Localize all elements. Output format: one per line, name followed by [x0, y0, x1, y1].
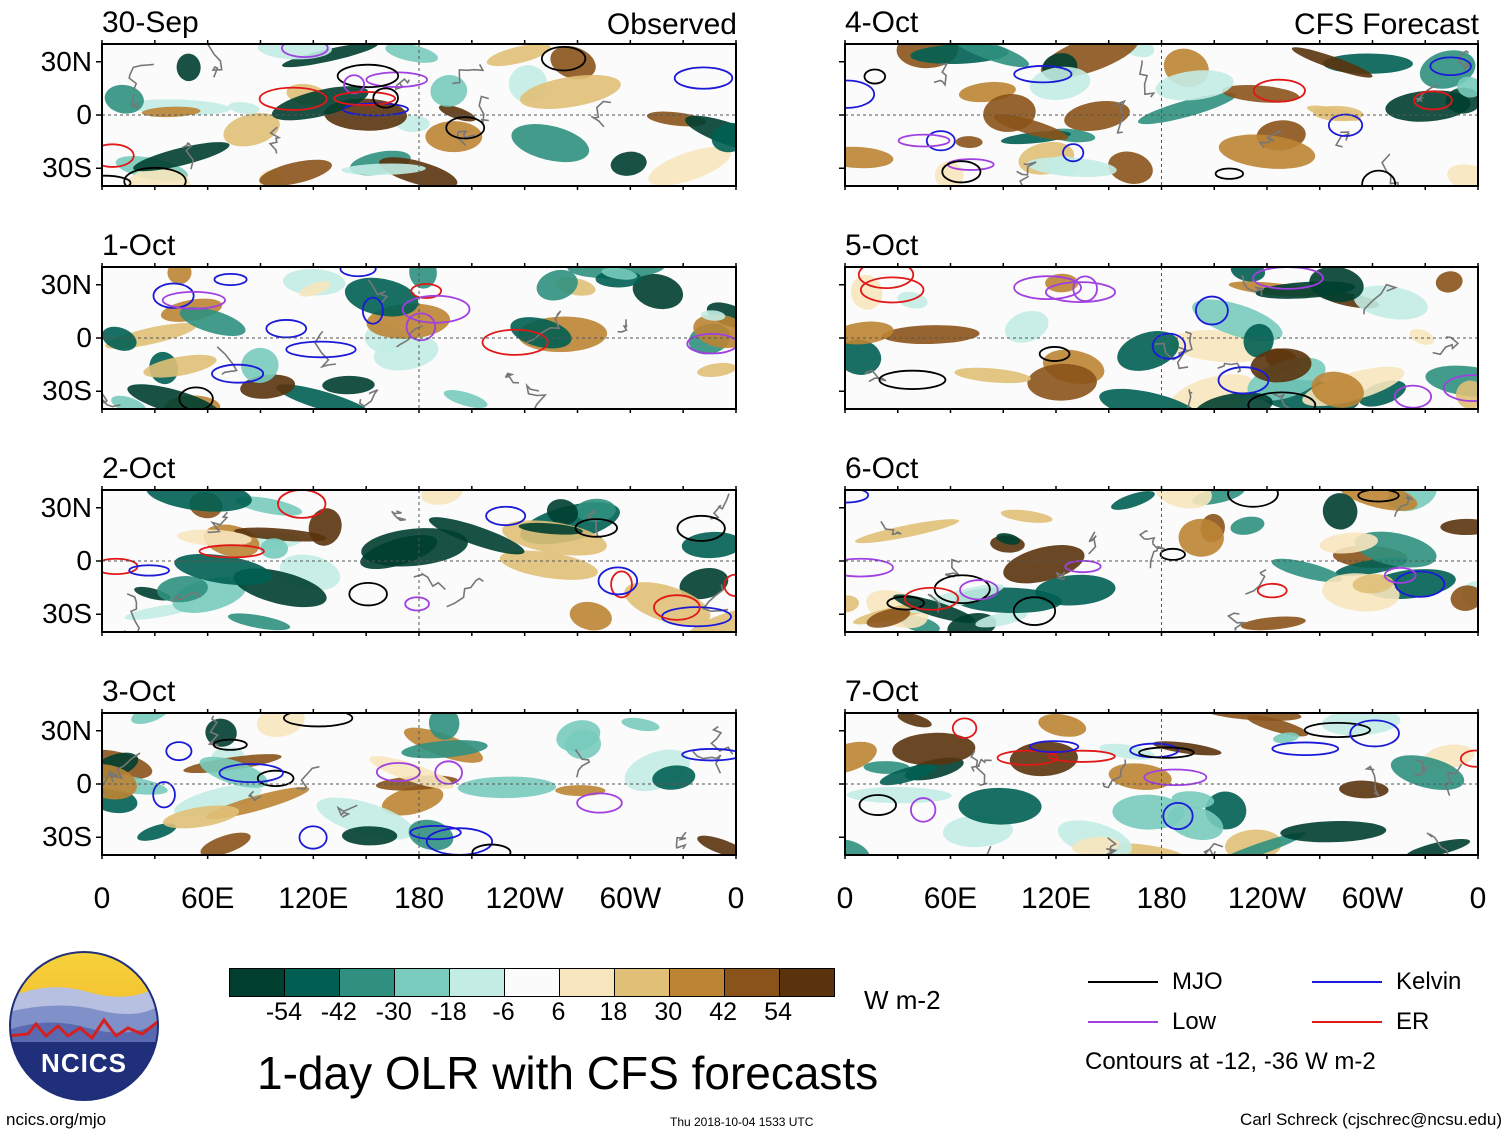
colorbar-swatch — [559, 969, 614, 996]
footer-author: Carl Schreck (cjschrec@ncsu.edu) — [1240, 1110, 1502, 1129]
logo-graphic — [9, 951, 159, 1101]
longitude-label: 120W — [1227, 882, 1307, 915]
panel-date-label: 4-Oct — [845, 6, 919, 39]
map-panel — [96, 486, 737, 636]
colorbar-swatch — [284, 969, 339, 996]
colorbar-tick: 6 — [551, 998, 566, 1026]
latitude-label: 0 — [76, 545, 92, 576]
colorbar-swatch — [504, 969, 559, 996]
map-panel — [839, 263, 1479, 413]
panel-date-label: 30-Sep — [102, 6, 199, 39]
latitude-label: 30S — [42, 375, 92, 407]
ncics-logo: NCICS — [8, 950, 160, 1102]
panel-date-label: 6-Oct — [845, 452, 919, 485]
panel-date-label: 5-Oct — [845, 229, 919, 262]
legend-line — [1088, 1021, 1158, 1023]
latitude-label: 0 — [76, 768, 92, 799]
legend-line — [1312, 981, 1382, 983]
footer-url: ncics.org/mjo — [6, 1110, 107, 1129]
panel-date-label: 7-Oct — [845, 675, 919, 708]
latitude-label: 30N — [40, 268, 92, 300]
longitude-label: 60E — [180, 882, 235, 915]
colorbar-tick: -6 — [492, 998, 515, 1026]
colorbar — [229, 968, 835, 997]
colorbar-swatch — [339, 969, 394, 996]
map-panel — [96, 709, 737, 859]
longitude-label: 0 — [1469, 882, 1487, 915]
colorbar-swatch — [724, 969, 779, 996]
colorbar-swatch — [779, 969, 834, 996]
longitude-label: 120E — [1020, 882, 1092, 915]
colorbar-swatch — [394, 969, 449, 996]
longitude-label: 180 — [393, 882, 445, 915]
map-panel — [839, 40, 1479, 190]
legend-line — [1088, 981, 1158, 983]
colorbar-tick: -30 — [375, 998, 412, 1026]
map-panel — [96, 263, 737, 413]
colorbar-swatch — [669, 969, 724, 996]
latitude-label: 30S — [42, 598, 92, 630]
footer-timestamp: Thu 2018-10-04 1533 UTC — [670, 1115, 814, 1129]
colorbar-units: W m-2 — [864, 985, 941, 1015]
colorbar-tick: -18 — [430, 998, 467, 1026]
latitude-label: 0 — [76, 99, 92, 130]
map-panel — [96, 40, 737, 190]
panel-date-label: 2-Oct — [102, 452, 176, 485]
legend-note: Contours at -12, -36 W m-2 — [1085, 1048, 1376, 1075]
colorbar-tick: -42 — [320, 998, 357, 1026]
latitude-label: 30S — [42, 152, 92, 184]
panel-date-label: 3-Oct — [102, 675, 176, 708]
forecast-label: CFS Forecast — [1293, 8, 1479, 41]
map-panel — [839, 486, 1479, 636]
latitude-label: 30S — [42, 821, 92, 853]
longitude-label: 60W — [599, 882, 662, 915]
observed-label: Observed — [606, 8, 737, 41]
colorbar-tick: -54 — [265, 998, 302, 1026]
colorbar-tick: 18 — [599, 998, 628, 1026]
map-panel — [839, 709, 1479, 859]
longitude-label: 0 — [836, 882, 854, 915]
legend-item-label: Low — [1172, 1008, 1217, 1035]
latitude-label: 30N — [40, 45, 92, 77]
colorbar-tick: 54 — [764, 998, 792, 1026]
longitude-label: 120E — [278, 882, 349, 915]
legend-line — [1312, 1021, 1382, 1023]
figure-title: 1-day OLR with CFS forecasts — [257, 1047, 879, 1099]
longitude-label: 180 — [1136, 882, 1187, 915]
colorbar-tick: 30 — [654, 998, 683, 1026]
longitude-label: 120W — [485, 882, 564, 915]
colorbar-swatch — [449, 969, 504, 996]
colorbar-swatch — [614, 969, 669, 996]
latitude-label: 30N — [40, 714, 92, 746]
longitude-label: 60W — [1341, 882, 1404, 915]
colorbar-swatch — [230, 969, 284, 996]
longitude-label: 0 — [93, 882, 111, 915]
latitude-label: 30N — [40, 491, 92, 523]
colorbar-tick: 42 — [709, 998, 738, 1026]
latitude-label: 0 — [76, 322, 92, 353]
longitude-label: 0 — [727, 882, 745, 915]
legend-item-label: MJO — [1172, 968, 1223, 995]
legend-item-label: ER — [1396, 1008, 1430, 1035]
logo-text: NCICS — [41, 1048, 127, 1078]
panel-date-label: 1-Oct — [102, 229, 176, 262]
legend-item-label: Kelvin — [1396, 968, 1462, 995]
longitude-label: 60E — [923, 882, 978, 915]
